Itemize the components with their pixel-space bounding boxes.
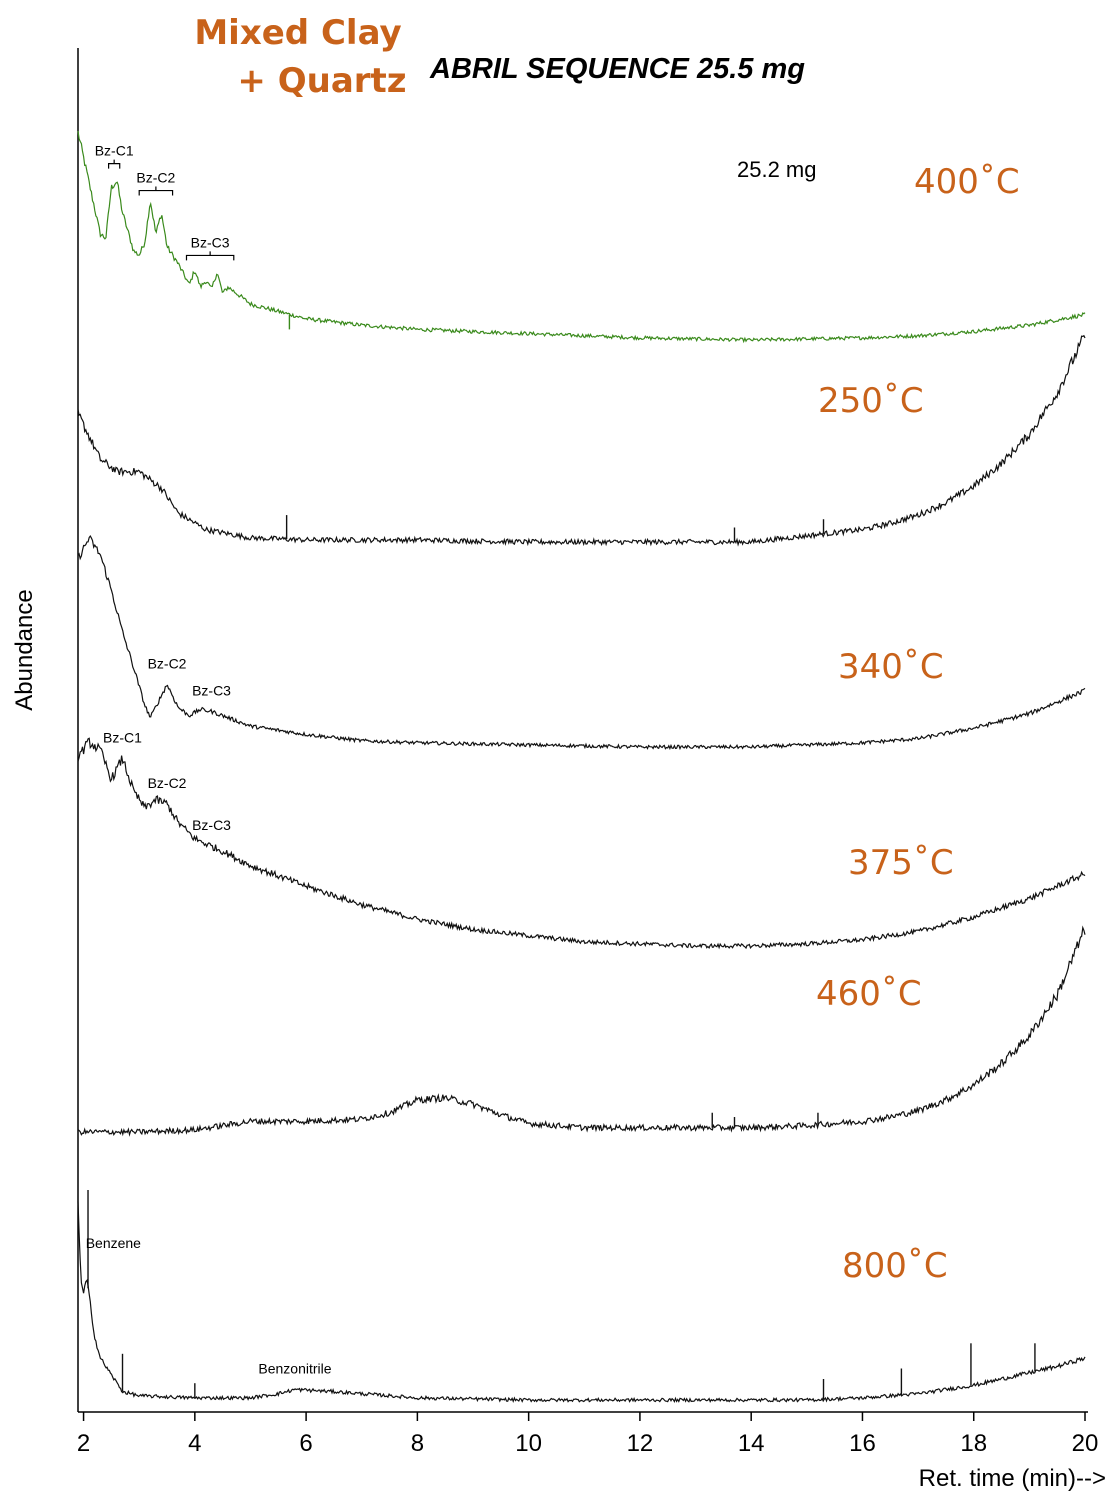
temp-label-250: 250˚C xyxy=(818,381,924,421)
x-tick-label: 18 xyxy=(960,1430,987,1457)
annotation-label: Bz-C2 xyxy=(148,655,187,671)
x-ticks: 2 4 6 8 10 12 14 16 18 20 xyxy=(77,1412,1098,1457)
series-trace-4 xyxy=(77,925,1086,1137)
temp-label-400: 400˚C xyxy=(914,162,1020,202)
annotation-label: Bz-C1 xyxy=(103,729,142,745)
peak-annotations: Bz-C1Bz-C2Bz-C3Bz-C2Bz-C3Bz-C1Bz-C2Bz-C3… xyxy=(86,143,332,1377)
annotation-label: Bz-C3 xyxy=(192,817,231,833)
x-tick-label: 20 xyxy=(1072,1430,1099,1457)
series-trace-1 xyxy=(77,334,1086,547)
temp-label-800: 800˚C xyxy=(842,1246,948,1286)
y-axis-title: Abundance xyxy=(11,589,38,710)
x-tick-label: 8 xyxy=(411,1430,424,1457)
x-tick-label: 4 xyxy=(188,1430,201,1457)
x-tick-label: 14 xyxy=(738,1430,765,1457)
annotation-label: Benzonitrile xyxy=(258,1361,331,1377)
sample-label-line2: + Quartz xyxy=(237,61,406,101)
x-tick-label: 6 xyxy=(299,1430,312,1457)
x-tick-label: 2 xyxy=(77,1430,90,1457)
series-trace-5 xyxy=(77,1201,1086,1404)
annotation-label: Bz-C2 xyxy=(136,170,175,186)
annotation-bracket xyxy=(138,186,174,196)
x-tick-label: 12 xyxy=(627,1430,654,1457)
annotation-label: Benzene xyxy=(86,1235,141,1251)
series-trace-0 xyxy=(77,130,1086,344)
annotation-label: Bz-C1 xyxy=(95,143,134,159)
x-tick-label: 16 xyxy=(849,1430,876,1457)
series-trace-2 xyxy=(77,535,1086,751)
chart-title: ABRIL SEQUENCE 25.5 mg xyxy=(429,53,805,85)
sample-label-line1: Mixed Clay xyxy=(194,13,401,53)
annotation-label: Bz-C3 xyxy=(191,234,230,250)
trace-group xyxy=(77,130,1086,1404)
annotation-bracket xyxy=(107,159,121,169)
x-axis-title: Ret. time (min)--> xyxy=(919,1465,1106,1492)
annotation-label: Bz-C3 xyxy=(192,682,231,698)
temp-label-460: 460˚C xyxy=(816,974,922,1014)
mass-note: 25.2 mg xyxy=(737,157,817,182)
annotation-bracket xyxy=(185,251,235,261)
temp-label-375: 375˚C xyxy=(848,843,954,883)
series-trace-3 xyxy=(77,737,1086,950)
annotation-label: Bz-C2 xyxy=(148,775,187,791)
temp-label-340: 340˚C xyxy=(838,647,944,687)
x-tick-label: 10 xyxy=(515,1430,542,1457)
